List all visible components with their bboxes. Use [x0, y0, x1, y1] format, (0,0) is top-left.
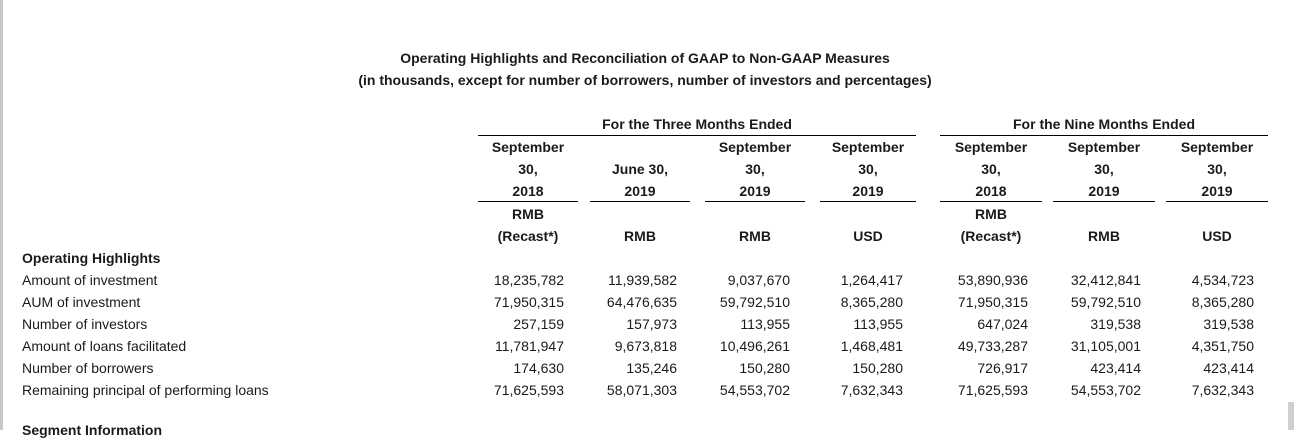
column-header-date: 30,: [1094, 161, 1114, 177]
table-cell: 54,553,702: [1070, 382, 1141, 398]
column-header-unit: USD: [1202, 228, 1232, 244]
table-cell: 113,955: [740, 316, 790, 332]
left-border: [0, 0, 3, 430]
column-header-unit: RMB: [975, 206, 1007, 222]
table-cell: 1,468,481: [840, 338, 903, 354]
table-cell: 64,476,635: [606, 294, 677, 310]
column-header-date: September: [491, 139, 565, 155]
column-header-rule: [1053, 201, 1155, 202]
column-header-rule: [478, 201, 578, 202]
column-header-date: September: [1180, 139, 1254, 155]
table-cell: 32,412,841: [1070, 272, 1141, 288]
table-cell: 4,534,723: [1191, 272, 1254, 288]
column-header-date: 30,: [858, 161, 878, 177]
table-cell: 54,553,702: [719, 382, 790, 398]
table-cell: 9,037,670: [727, 272, 790, 288]
row-label: Number of borrowers: [22, 360, 154, 376]
column-header-rule: [705, 201, 805, 202]
row-label: Amount of investment: [22, 272, 158, 288]
column-header-unit: RMB: [624, 228, 656, 244]
column-header-date: 30,: [745, 161, 765, 177]
group-header-nine-months: For the Nine Months Ended: [1013, 116, 1195, 132]
table-cell: 1,264,417: [840, 272, 903, 288]
column-header-unit: RMB: [512, 206, 544, 222]
table-cell: 9,673,818: [614, 338, 677, 354]
table-cell: 58,071,303: [606, 382, 677, 398]
table-cell: 7,632,343: [1191, 382, 1254, 398]
column-header-rule: [820, 201, 916, 202]
column-header-date: 30,: [981, 161, 1001, 177]
table-cell: 174,630: [513, 360, 564, 376]
column-header-rule: [1166, 201, 1268, 202]
table-cell: 319,538: [1090, 316, 1141, 332]
table-cell: 71,950,315: [493, 294, 564, 310]
table-cell: 8,365,280: [1191, 294, 1254, 310]
table-cell: 31,105,001: [1070, 338, 1141, 354]
table-cell: 647,024: [977, 316, 1028, 332]
column-header-date: 2019: [852, 183, 884, 199]
table-cell: 71,950,315: [957, 294, 1028, 310]
table-cell: 59,792,510: [719, 294, 790, 310]
section-title: Operating Highlights: [22, 250, 161, 266]
column-header-unit: (Recast*): [497, 228, 559, 244]
table-cell: 113,955: [853, 316, 903, 332]
row-label: Remaining principal of performing loans: [22, 382, 269, 398]
table-cell: 18,235,782: [493, 272, 564, 288]
table-title: Operating Highlights and Reconciliation …: [400, 50, 890, 66]
row-label: Amount of loans facilitated: [22, 338, 187, 354]
table-cell: 11,781,947: [494, 338, 564, 354]
table-cell: 8,365,280: [840, 294, 903, 310]
column-header-date: September: [831, 139, 905, 155]
column-header-date: 30,: [518, 161, 538, 177]
table-cell: 319,538: [1203, 316, 1254, 332]
table-cell: 423,414: [1203, 360, 1254, 376]
column-header-date: June 30,: [611, 161, 669, 177]
column-header-rule: [590, 201, 690, 202]
column-header-date: 2019: [1088, 183, 1120, 199]
group-header-three-months: For the Three Months Ended: [602, 116, 792, 132]
table-cell: 49,733,287: [957, 338, 1028, 354]
column-header-unit: RMB: [1088, 228, 1120, 244]
row-label: Number of investors: [22, 316, 148, 332]
table-cell: 257,159: [513, 316, 564, 332]
table-cell: 59,792,510: [1070, 294, 1141, 310]
table-cell: 135,246: [626, 360, 677, 376]
table-cell: 7,632,343: [840, 382, 903, 398]
table-subtitle: (in thousands, except for number of borr…: [358, 72, 932, 88]
column-header-date: 2018: [975, 183, 1007, 199]
column-header-date: September: [718, 139, 792, 155]
table-cell: 71,625,593: [957, 382, 1028, 398]
table-cell: 4,351,750: [1191, 338, 1254, 354]
column-header-unit: RMB: [739, 228, 771, 244]
table-cell: 157,973: [626, 316, 677, 332]
column-header-date: 2019: [739, 183, 771, 199]
next-section-title: Segment Information: [22, 422, 163, 438]
table-cell: 150,280: [739, 360, 790, 376]
column-header-date: 30,: [1207, 161, 1227, 177]
column-header-date: September: [954, 139, 1028, 155]
column-header-date: 2019: [624, 183, 656, 199]
table-cell: 71,625,593: [493, 382, 564, 398]
scrollbar-track[interactable]: [1284, 0, 1298, 430]
table-cell: 10,496,261: [719, 338, 790, 354]
group-rule-three-months: [478, 135, 916, 136]
scrollbar-thumb[interactable]: [1288, 402, 1294, 430]
table-cell: 53,890,936: [957, 272, 1028, 288]
table-cell: 423,414: [1090, 360, 1141, 376]
table-cell: 726,917: [977, 360, 1028, 376]
column-header-date: 2019: [1201, 183, 1233, 199]
row-label: AUM of investment: [22, 294, 141, 310]
table-cell: 11,939,582: [607, 272, 677, 288]
column-header-date: September: [1067, 139, 1141, 155]
table-cell: 150,280: [852, 360, 903, 376]
column-header-date: 2018: [512, 183, 544, 199]
column-header-unit: (Recast*): [960, 228, 1022, 244]
group-rule-nine-months: [940, 135, 1268, 136]
column-header-unit: USD: [853, 228, 883, 244]
column-header-rule: [940, 201, 1042, 202]
